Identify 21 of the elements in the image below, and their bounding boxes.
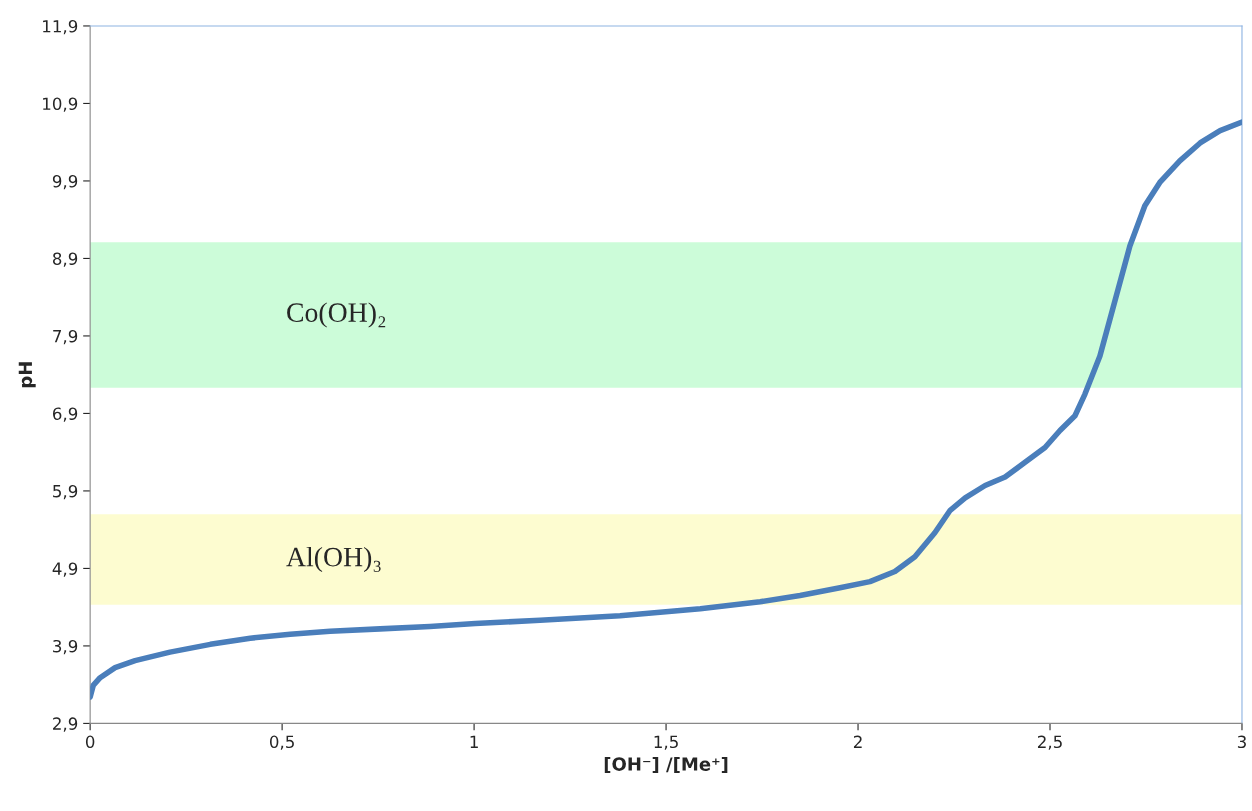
x-tick-label: 2,5 bbox=[1037, 735, 1062, 750]
y-tick-label: 7,9 bbox=[53, 329, 78, 345]
band-label: Co(OH)₂ bbox=[287, 302, 386, 328]
x-tick-label: 1,5 bbox=[654, 735, 678, 750]
x-tick-label: 1 bbox=[470, 735, 478, 748]
y-tick-label: 3,9 bbox=[53, 639, 78, 655]
y-tick-label: 6,9 bbox=[53, 407, 78, 422]
y-tick-label: 9,9 bbox=[52, 174, 78, 190]
y-axis-title: pH bbox=[18, 362, 36, 388]
y-tick-label: 2,9 bbox=[53, 717, 78, 732]
x-axis-title: [OH⁻] /[Me⁺] bbox=[604, 756, 728, 773]
y-tick-label: 4,9 bbox=[52, 562, 78, 577]
y-tick-label: 8,9 bbox=[52, 252, 78, 267]
x-tick-label: 0,5 bbox=[269, 735, 294, 750]
x-tick-label: 0 bbox=[85, 735, 95, 749]
x-tick-label: 2 bbox=[853, 735, 862, 748]
y-tick-label: 5,9 bbox=[53, 484, 78, 500]
y-tick-label: 11,9 bbox=[43, 19, 78, 35]
x-tick-label: 3 bbox=[1237, 735, 1246, 749]
y-tick-label: 10,9 bbox=[43, 97, 78, 112]
band-label: Al(OH)₃ bbox=[286, 546, 381, 573]
